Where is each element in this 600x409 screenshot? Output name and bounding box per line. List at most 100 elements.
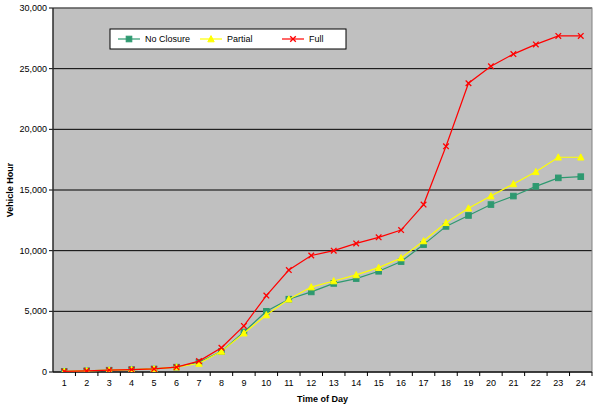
data-point — [533, 42, 539, 48]
data-point — [466, 80, 472, 86]
x-tick-label: 22 — [531, 378, 541, 388]
data-point-stroke — [533, 42, 539, 48]
data-point-stroke — [398, 227, 404, 233]
data-point — [353, 241, 359, 247]
x-tick-label: 7 — [196, 378, 201, 388]
legend-marker-stroke — [290, 36, 296, 42]
data-point-stroke — [196, 358, 202, 364]
y-tick-label: 10,000 — [19, 246, 47, 256]
legend: No ClosurePartialFull — [110, 29, 346, 49]
data-point — [331, 278, 337, 284]
x-tick — [255, 372, 256, 376]
y-tick-label: 5,000 — [24, 306, 47, 316]
data-point-stroke — [511, 51, 517, 57]
data-point-stroke — [578, 33, 584, 39]
chart: 05,00010,00015,00020,00025,00030,0001234… — [0, 0, 600, 409]
grid-line — [53, 190, 592, 191]
x-tick-label: 24 — [576, 378, 586, 388]
data-point-stroke — [308, 253, 314, 259]
data-point-stroke — [443, 144, 449, 150]
data-point — [106, 367, 112, 372]
series-line — [64, 177, 581, 372]
x-tick — [569, 372, 570, 376]
data-point-stroke — [466, 80, 472, 86]
data-point — [398, 227, 404, 233]
x-tick-label: 3 — [107, 378, 112, 388]
legend-marker — [290, 36, 296, 42]
data-point — [488, 63, 494, 69]
data-point — [443, 219, 449, 225]
data-point — [443, 144, 449, 150]
data-point — [533, 184, 539, 190]
data-point-stroke — [488, 63, 494, 69]
x-tick — [457, 372, 458, 376]
y-tick — [49, 250, 53, 251]
data-point — [556, 33, 562, 39]
data-point-stroke — [331, 248, 337, 254]
x-tick-label: 21 — [508, 378, 518, 388]
x-tick-label: 5 — [152, 378, 157, 388]
grid-line — [53, 311, 592, 312]
data-point — [420, 238, 426, 244]
x-tick — [165, 372, 166, 376]
plot-area — [53, 8, 592, 372]
legend-box — [110, 29, 346, 49]
x-tick — [524, 372, 525, 376]
x-tick-label: 2 — [84, 378, 89, 388]
data-point-stroke — [511, 51, 517, 57]
data-point — [578, 33, 584, 39]
x-tick — [120, 372, 121, 376]
series-line — [64, 157, 581, 371]
x-tick — [187, 372, 188, 376]
data-point — [465, 205, 471, 211]
y-tick-label: 30,000 — [19, 3, 47, 13]
x-tick — [142, 372, 143, 376]
data-point — [353, 272, 359, 278]
y-tick-label: 25,000 — [19, 64, 47, 74]
x-tick-label: 8 — [219, 378, 224, 388]
x-tick — [434, 372, 435, 376]
data-point — [241, 323, 247, 329]
data-point — [488, 193, 494, 199]
x-tick — [232, 372, 233, 376]
data-point-stroke — [241, 323, 247, 329]
data-point-stroke — [151, 366, 157, 372]
x-tick-label: 4 — [129, 378, 134, 388]
x-tick — [97, 372, 98, 376]
data-point — [286, 296, 292, 302]
x-tick — [300, 372, 301, 376]
data-point — [555, 154, 561, 160]
data-point-stroke — [556, 33, 562, 39]
data-point-stroke — [129, 367, 135, 372]
data-point-stroke — [196, 358, 202, 364]
data-point — [308, 253, 314, 259]
data-point-stroke — [421, 202, 427, 208]
x-tick-label: 20 — [486, 378, 496, 388]
x-tick — [502, 372, 503, 376]
data-point — [241, 330, 247, 336]
y-tick — [49, 311, 53, 312]
data-point-stroke — [353, 241, 359, 247]
data-point-stroke — [286, 267, 292, 273]
data-point-stroke — [151, 366, 157, 372]
x-tick — [210, 372, 211, 376]
x-tick — [277, 372, 278, 376]
legend-marker — [208, 36, 214, 42]
data-point — [286, 296, 292, 302]
data-point-stroke — [286, 267, 292, 273]
x-tick-label: 19 — [463, 378, 473, 388]
x-tick-label: 23 — [553, 378, 563, 388]
data-point-stroke — [488, 63, 494, 69]
y-axis-label: Vehicle Hour — [5, 162, 15, 217]
data-point-stroke — [61, 369, 67, 372]
x-tick — [412, 372, 413, 376]
data-point — [308, 284, 314, 290]
grid-line — [53, 129, 592, 130]
plot-frame — [53, 8, 592, 372]
data-point-stroke — [241, 323, 247, 329]
y-tick-label: 20,000 — [19, 124, 47, 134]
data-point — [286, 267, 292, 273]
legend-marker — [126, 36, 132, 42]
legend-label: Full — [309, 34, 324, 44]
data-point-stroke — [533, 42, 539, 48]
